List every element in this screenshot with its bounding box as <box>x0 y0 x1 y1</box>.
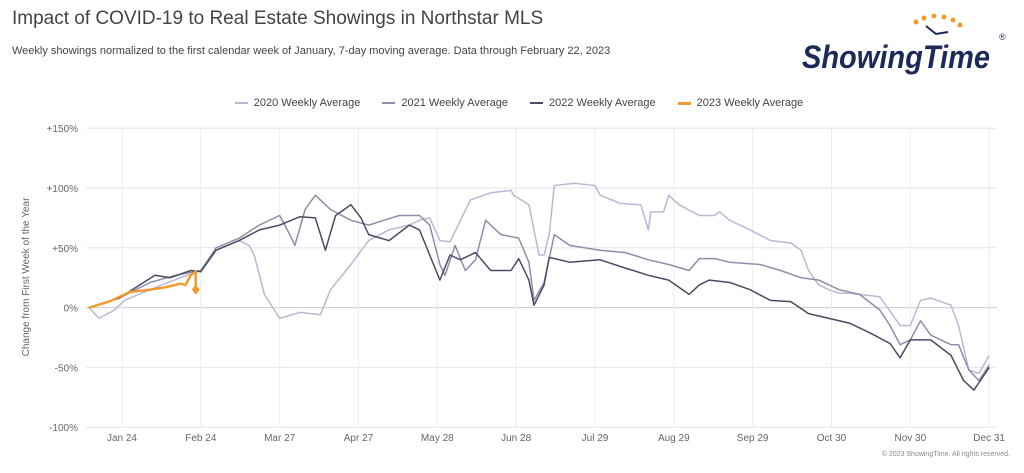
series-line-2021 <box>88 194 990 382</box>
copyright: © 2023 ShowingTime. All rights reserved. <box>881 451 1010 458</box>
legend-swatch <box>530 102 543 104</box>
legend-swatch <box>382 102 396 104</box>
series-line-2022 <box>88 203 990 391</box>
series-line-2023 <box>88 270 197 309</box>
y-axis-label: Change from First Week of the Year <box>21 197 32 356</box>
series-line-2020 <box>88 182 990 375</box>
x-tick-label: Feb 24 <box>185 433 217 444</box>
svg-text:®: ® <box>999 32 1006 42</box>
x-tick-label: Jul 29 <box>582 433 609 444</box>
legend-item-2023[interactable]: 2023 Weekly Average <box>677 97 804 109</box>
y-tick-label: +100% <box>47 184 79 195</box>
x-tick-label: Apr 27 <box>344 433 374 444</box>
x-tick-label: Mar 27 <box>264 433 296 444</box>
chart-subtitle: Weekly showings normalized to the first … <box>12 45 611 57</box>
x-tick-label: Oct 30 <box>817 433 847 444</box>
chart-title: Impact of COVID-19 to Real Estate Showin… <box>12 8 544 29</box>
legend-label: 2022 Weekly Average <box>549 97 656 109</box>
x-tick-label: Jan 24 <box>107 433 137 444</box>
y-tick-label: +50% <box>52 244 78 255</box>
x-tick-label: Aug 29 <box>658 433 690 444</box>
legend-swatch <box>677 101 691 105</box>
legend: 2020 Weekly Average 2021 Weekly Average … <box>0 97 1024 109</box>
y-tick-label: +150% <box>47 124 79 135</box>
series-end-marker <box>191 284 200 295</box>
x-tick-label: Nov 30 <box>894 433 926 444</box>
y-tick-label: -50% <box>55 363 78 374</box>
x-tick-label: Jun 28 <box>501 433 531 444</box>
legend-label: 2023 Weekly Average <box>696 97 804 109</box>
x-tick-label: Dec 31 <box>973 433 1005 444</box>
legend-swatch <box>234 102 248 104</box>
showingtime-logo: ShowingTime ® <box>802 14 1006 75</box>
x-tick-label: May 28 <box>421 433 454 444</box>
legend-item-2020[interactable]: 2020 Weekly Average <box>234 97 361 109</box>
legend-item-2022[interactable]: 2022 Weekly Average <box>530 97 656 109</box>
legend-label: 2021 Weekly Average <box>401 97 508 109</box>
y-tick-label: -100% <box>49 423 78 434</box>
x-tick-label: Sep 29 <box>737 433 769 444</box>
legend-item-2021[interactable]: 2021 Weekly Average <box>382 97 508 109</box>
y-tick-label: 0% <box>64 304 79 315</box>
logo-wordmark: ShowingTime <box>802 39 990 75</box>
legend-label: 2020 Weekly Average <box>253 97 361 109</box>
